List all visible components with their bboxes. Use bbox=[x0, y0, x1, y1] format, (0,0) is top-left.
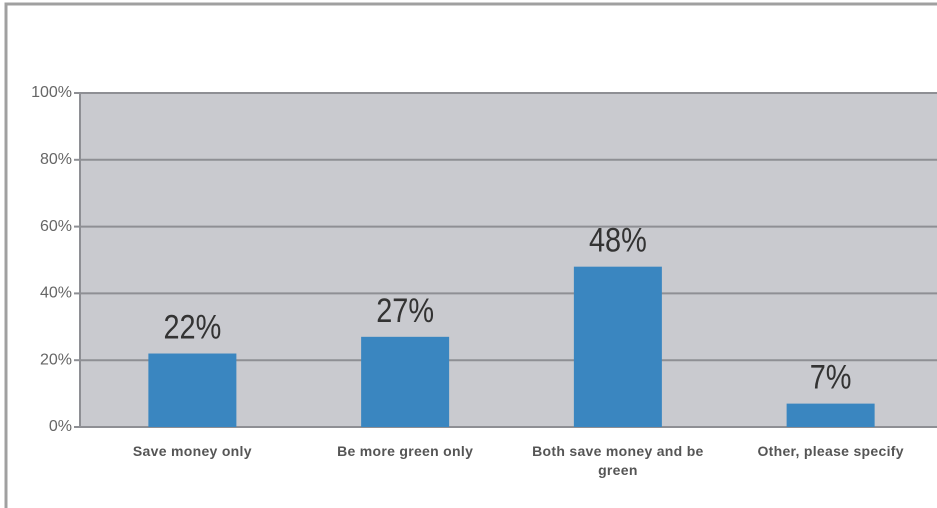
bar bbox=[573, 266, 662, 427]
value-label: 22% bbox=[163, 307, 221, 346]
y-tick-label: 80% bbox=[40, 151, 72, 168]
value-label: 7% bbox=[810, 357, 852, 396]
x-tick-label: Other, please specify bbox=[757, 443, 904, 459]
x-tick-label: Be more green only bbox=[337, 443, 474, 459]
value-label: 27% bbox=[376, 291, 434, 330]
bar bbox=[786, 403, 875, 427]
x-tick-label: Save money only bbox=[132, 443, 252, 459]
bar bbox=[148, 353, 237, 427]
frame bbox=[4, 2, 937, 508]
y-tick-label: 20% bbox=[40, 351, 72, 368]
value-label: 48% bbox=[589, 220, 647, 259]
y-tick-label: 60% bbox=[40, 218, 72, 235]
y-tick-label: 100% bbox=[31, 84, 72, 101]
y-tick-label: 40% bbox=[40, 285, 72, 302]
y-tick-label: 0% bbox=[49, 418, 72, 435]
x-tick-label: Both save money and be green bbox=[532, 443, 704, 478]
bar bbox=[361, 336, 450, 427]
